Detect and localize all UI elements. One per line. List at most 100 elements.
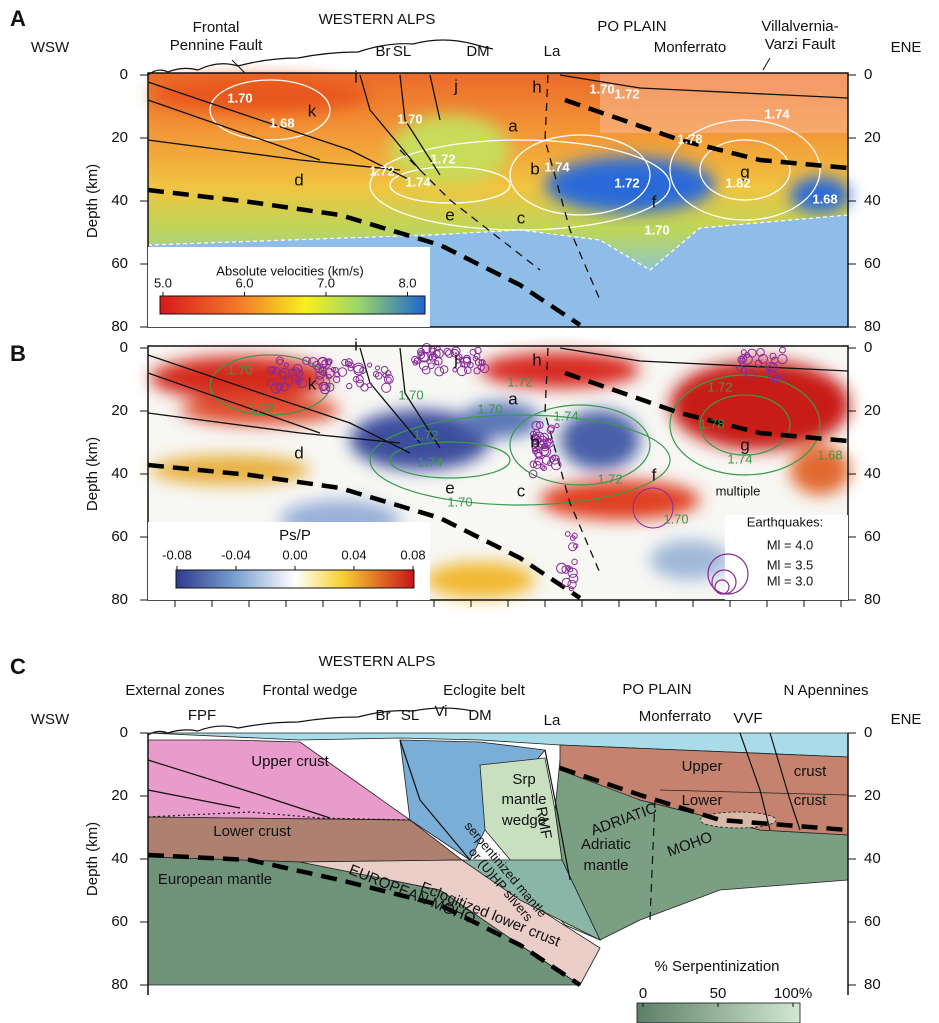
y-tick-label: 80 xyxy=(864,976,881,993)
earthquake xyxy=(325,382,335,392)
earthquake xyxy=(571,558,578,566)
feature-letter: e xyxy=(445,205,454,224)
earthquake xyxy=(428,347,436,355)
earthquake xyxy=(355,375,364,384)
earthquake xyxy=(769,352,777,360)
y-tick-label: 40 xyxy=(864,192,881,209)
top-label: Br xyxy=(376,707,391,724)
contour-label: 1.74 xyxy=(727,451,752,466)
contour-label: 1.70 xyxy=(589,81,614,96)
y-tick-label: 40 xyxy=(864,465,881,482)
colorbar-tick-label: 0.08 xyxy=(400,547,425,562)
contour-label: 1.72 xyxy=(413,427,438,442)
earthquake xyxy=(478,359,485,366)
contour-label: 1.68 xyxy=(249,400,274,415)
earthquake xyxy=(547,438,553,444)
contour-label: 1.82 xyxy=(725,175,750,190)
earthquake xyxy=(554,423,560,429)
colorbar-title: % Serpentinization xyxy=(654,958,779,975)
colorbar-tick-label: 6.0 xyxy=(235,275,253,290)
contour-label: 1.70 xyxy=(663,511,688,526)
feature-letter: j xyxy=(453,349,458,368)
feature-letter: a xyxy=(508,389,518,408)
colorbar-tick-label: 100% xyxy=(774,985,812,1002)
earthquake xyxy=(532,447,538,453)
earthquake xyxy=(276,384,283,392)
top-label: WESTERN ALPS xyxy=(319,11,436,28)
earthquake xyxy=(463,366,472,375)
earthquake xyxy=(551,455,557,461)
contour-label: 1.74 xyxy=(405,174,431,189)
feature-letter: b xyxy=(530,432,539,451)
contour-label: 1.70 xyxy=(398,387,423,402)
top-label: Eclogite belt xyxy=(443,682,526,699)
earthquake xyxy=(279,382,289,392)
earthquake xyxy=(302,356,311,366)
legend-entry: Ml = 3.5 xyxy=(767,557,814,572)
contour-label: 1.70 xyxy=(227,90,252,105)
earthquake xyxy=(534,448,543,458)
feature-letter: d xyxy=(294,170,303,189)
feature-letter: k xyxy=(308,101,317,120)
contour-label: 1.72 xyxy=(614,86,639,101)
contour-label: 1.72 xyxy=(507,374,532,389)
feature-letter: b xyxy=(530,159,539,178)
unit-label: crust xyxy=(794,792,827,809)
earthquake xyxy=(773,374,781,383)
earthquake xyxy=(531,447,539,455)
feature-letter: e xyxy=(445,478,454,497)
top-label: Frontal wedge xyxy=(262,682,357,699)
contour-label: 1.74 xyxy=(544,159,570,174)
earthquake xyxy=(382,372,388,379)
top-label: Pennine Fault xyxy=(170,37,263,54)
earthquake xyxy=(319,383,331,395)
top-label: N Apennines xyxy=(783,682,868,699)
colorbar-tick-label: 5.0 xyxy=(154,275,172,290)
earthquake xyxy=(283,362,289,368)
feature-letter: k xyxy=(308,374,317,393)
feature-letter: c xyxy=(517,481,526,500)
annotation: multiple xyxy=(716,483,761,498)
contour-label: 1.78 xyxy=(677,131,702,146)
contour-label: 1.68 xyxy=(269,115,294,130)
panel-c-image xyxy=(147,707,849,1023)
earthquake xyxy=(568,542,578,552)
contour-label: 1.70 xyxy=(644,222,669,237)
earthquake xyxy=(541,455,552,465)
top-label: Monferrato xyxy=(639,708,712,725)
earthquake xyxy=(754,359,763,367)
y-tick-label: 20 xyxy=(864,402,881,419)
unit-label: Lower crust xyxy=(213,823,291,840)
feature-letter: g xyxy=(740,435,749,454)
earthquake xyxy=(556,562,567,574)
earthquake xyxy=(528,469,538,479)
y-tick-label: 60 xyxy=(111,913,128,930)
earthquake xyxy=(332,375,341,384)
feature-letter: h xyxy=(532,77,541,96)
earthquake xyxy=(473,353,481,360)
y-tick-label: 60 xyxy=(864,255,881,272)
legend-entry: Ml = 4.0 xyxy=(767,537,814,552)
earthquake xyxy=(337,367,348,377)
y-tick-label: 0 xyxy=(864,724,872,741)
panel-b-image xyxy=(147,343,850,601)
feature-letter: d xyxy=(294,443,303,462)
earthquake xyxy=(569,535,576,541)
earthquake xyxy=(418,360,429,371)
earthquake xyxy=(736,364,744,372)
earthquake xyxy=(756,348,765,357)
contour-label: 1.78 xyxy=(699,416,724,431)
contour-label: 1.74 xyxy=(417,454,442,469)
feature-letter: i xyxy=(354,67,358,86)
legend-title: Earthquakes: xyxy=(747,514,824,529)
unit-label: European mantle xyxy=(158,871,272,888)
earthquake xyxy=(267,378,275,387)
earthquake xyxy=(292,364,303,374)
colorbar-tick-label: 0.00 xyxy=(282,547,307,562)
earthquake xyxy=(740,349,747,356)
y-tick-label: 40 xyxy=(111,192,128,209)
earthquake xyxy=(747,348,757,358)
colorbar-tick-label: -0.08 xyxy=(162,547,192,562)
earthquake xyxy=(272,367,281,375)
earthquake xyxy=(779,346,786,354)
